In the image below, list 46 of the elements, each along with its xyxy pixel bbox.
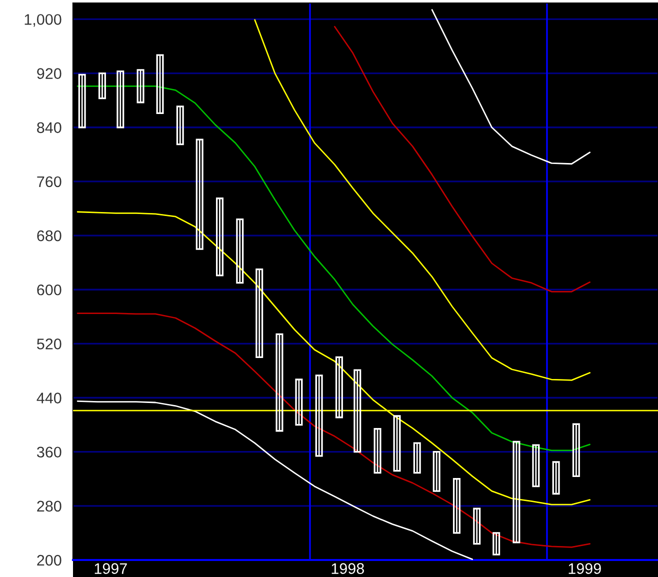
y-tick-label: 840	[37, 122, 62, 134]
candlestick	[295, 378, 303, 426]
candlestick	[335, 356, 343, 418]
candlestick	[315, 374, 323, 457]
candlestick	[156, 54, 164, 114]
y-tick-label: 280	[37, 500, 62, 512]
candlestick	[473, 508, 481, 545]
candlestick	[512, 440, 520, 544]
line-series	[431, 9, 591, 165]
candlestick	[176, 106, 184, 146]
candlestick	[393, 415, 401, 472]
candlestick	[374, 428, 382, 474]
y-tick-label: 600	[37, 284, 62, 296]
candlestick	[78, 74, 86, 128]
candlestick	[276, 333, 284, 432]
y-tick-label: 1,000	[24, 14, 62, 27]
candlestick	[116, 70, 124, 128]
candlestick	[236, 218, 244, 284]
candlestick	[354, 369, 362, 453]
candlestick	[196, 138, 204, 250]
candlestick	[552, 461, 560, 495]
candlestick	[432, 451, 440, 492]
y-tick-label: 680	[37, 230, 62, 242]
x-tick-label: 1999	[568, 563, 601, 574]
candlestick	[136, 69, 144, 104]
y-tick-label: 920	[37, 68, 62, 79]
line-series	[334, 26, 591, 292]
candlestick	[256, 268, 264, 358]
candlestick	[216, 198, 224, 276]
candlestick	[452, 478, 460, 534]
y-tick-label: 440	[36, 392, 62, 404]
line-series	[76, 312, 591, 548]
y-tick-label: 520	[37, 338, 62, 350]
x-tick-label: 1997	[94, 563, 127, 574]
y-tick-label: 200	[37, 554, 62, 566]
x-tick-label: 1998	[332, 563, 364, 574]
candlestick	[492, 532, 500, 556]
line-series	[254, 19, 591, 381]
candlestick	[532, 444, 540, 488]
candlestick	[413, 442, 421, 474]
line-series	[76, 85, 591, 452]
candlestick	[98, 72, 106, 100]
candlestick	[572, 423, 580, 478]
y-tick-label: 360	[36, 446, 62, 458]
y-tick-label: 760	[37, 176, 62, 188]
line-series	[76, 400, 473, 560]
